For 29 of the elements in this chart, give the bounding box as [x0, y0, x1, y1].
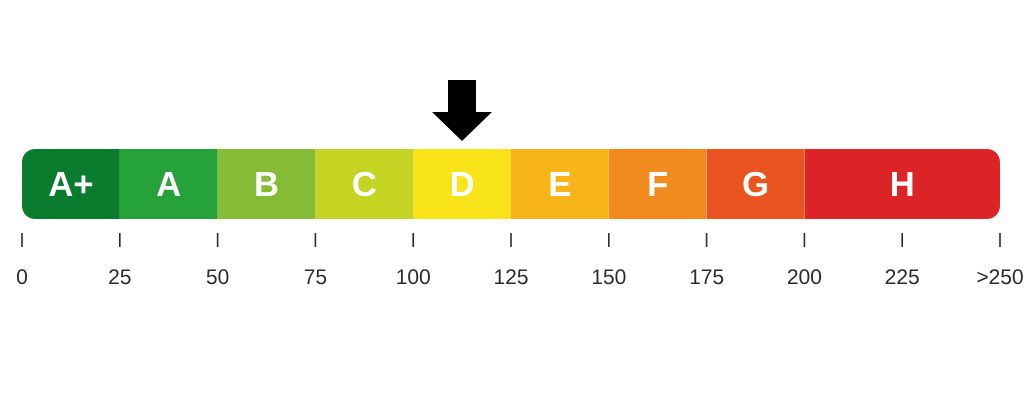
- bar: [217, 148, 316, 219]
- series-label: E: [550, 172, 571, 196]
- series-label: A+: [49, 172, 93, 196]
- bar: [22, 148, 120, 219]
- series-label: H: [892, 172, 913, 196]
- bar: [119, 148, 218, 219]
- x-tick-label: 50: [206, 269, 229, 285]
- bar: [608, 148, 707, 219]
- bar: [413, 148, 512, 219]
- x-tick-label: 200: [787, 269, 822, 285]
- x-tick-label: 125: [495, 269, 528, 285]
- x-tick-label: 0: [16, 269, 28, 285]
- bar: [804, 148, 1000, 219]
- series-label: A: [157, 172, 181, 196]
- x-tick-label: 175: [690, 269, 724, 285]
- series-label: G: [743, 171, 767, 197]
- x-tick-label: >250: [977, 269, 1023, 285]
- series-label: D: [451, 172, 474, 196]
- x-tick-label: 75: [304, 269, 327, 285]
- bar: [706, 148, 805, 219]
- series-label: B: [256, 172, 278, 196]
- bar: [511, 148, 609, 219]
- series-label: C: [353, 171, 376, 197]
- x-tick-label: 100: [397, 269, 430, 285]
- series-label: F: [649, 172, 668, 196]
- x-tick-label: 25: [109, 269, 131, 285]
- bar: [315, 148, 414, 219]
- x-tick-label: 150: [592, 269, 626, 285]
- x-tick-label: 225: [885, 269, 919, 285]
